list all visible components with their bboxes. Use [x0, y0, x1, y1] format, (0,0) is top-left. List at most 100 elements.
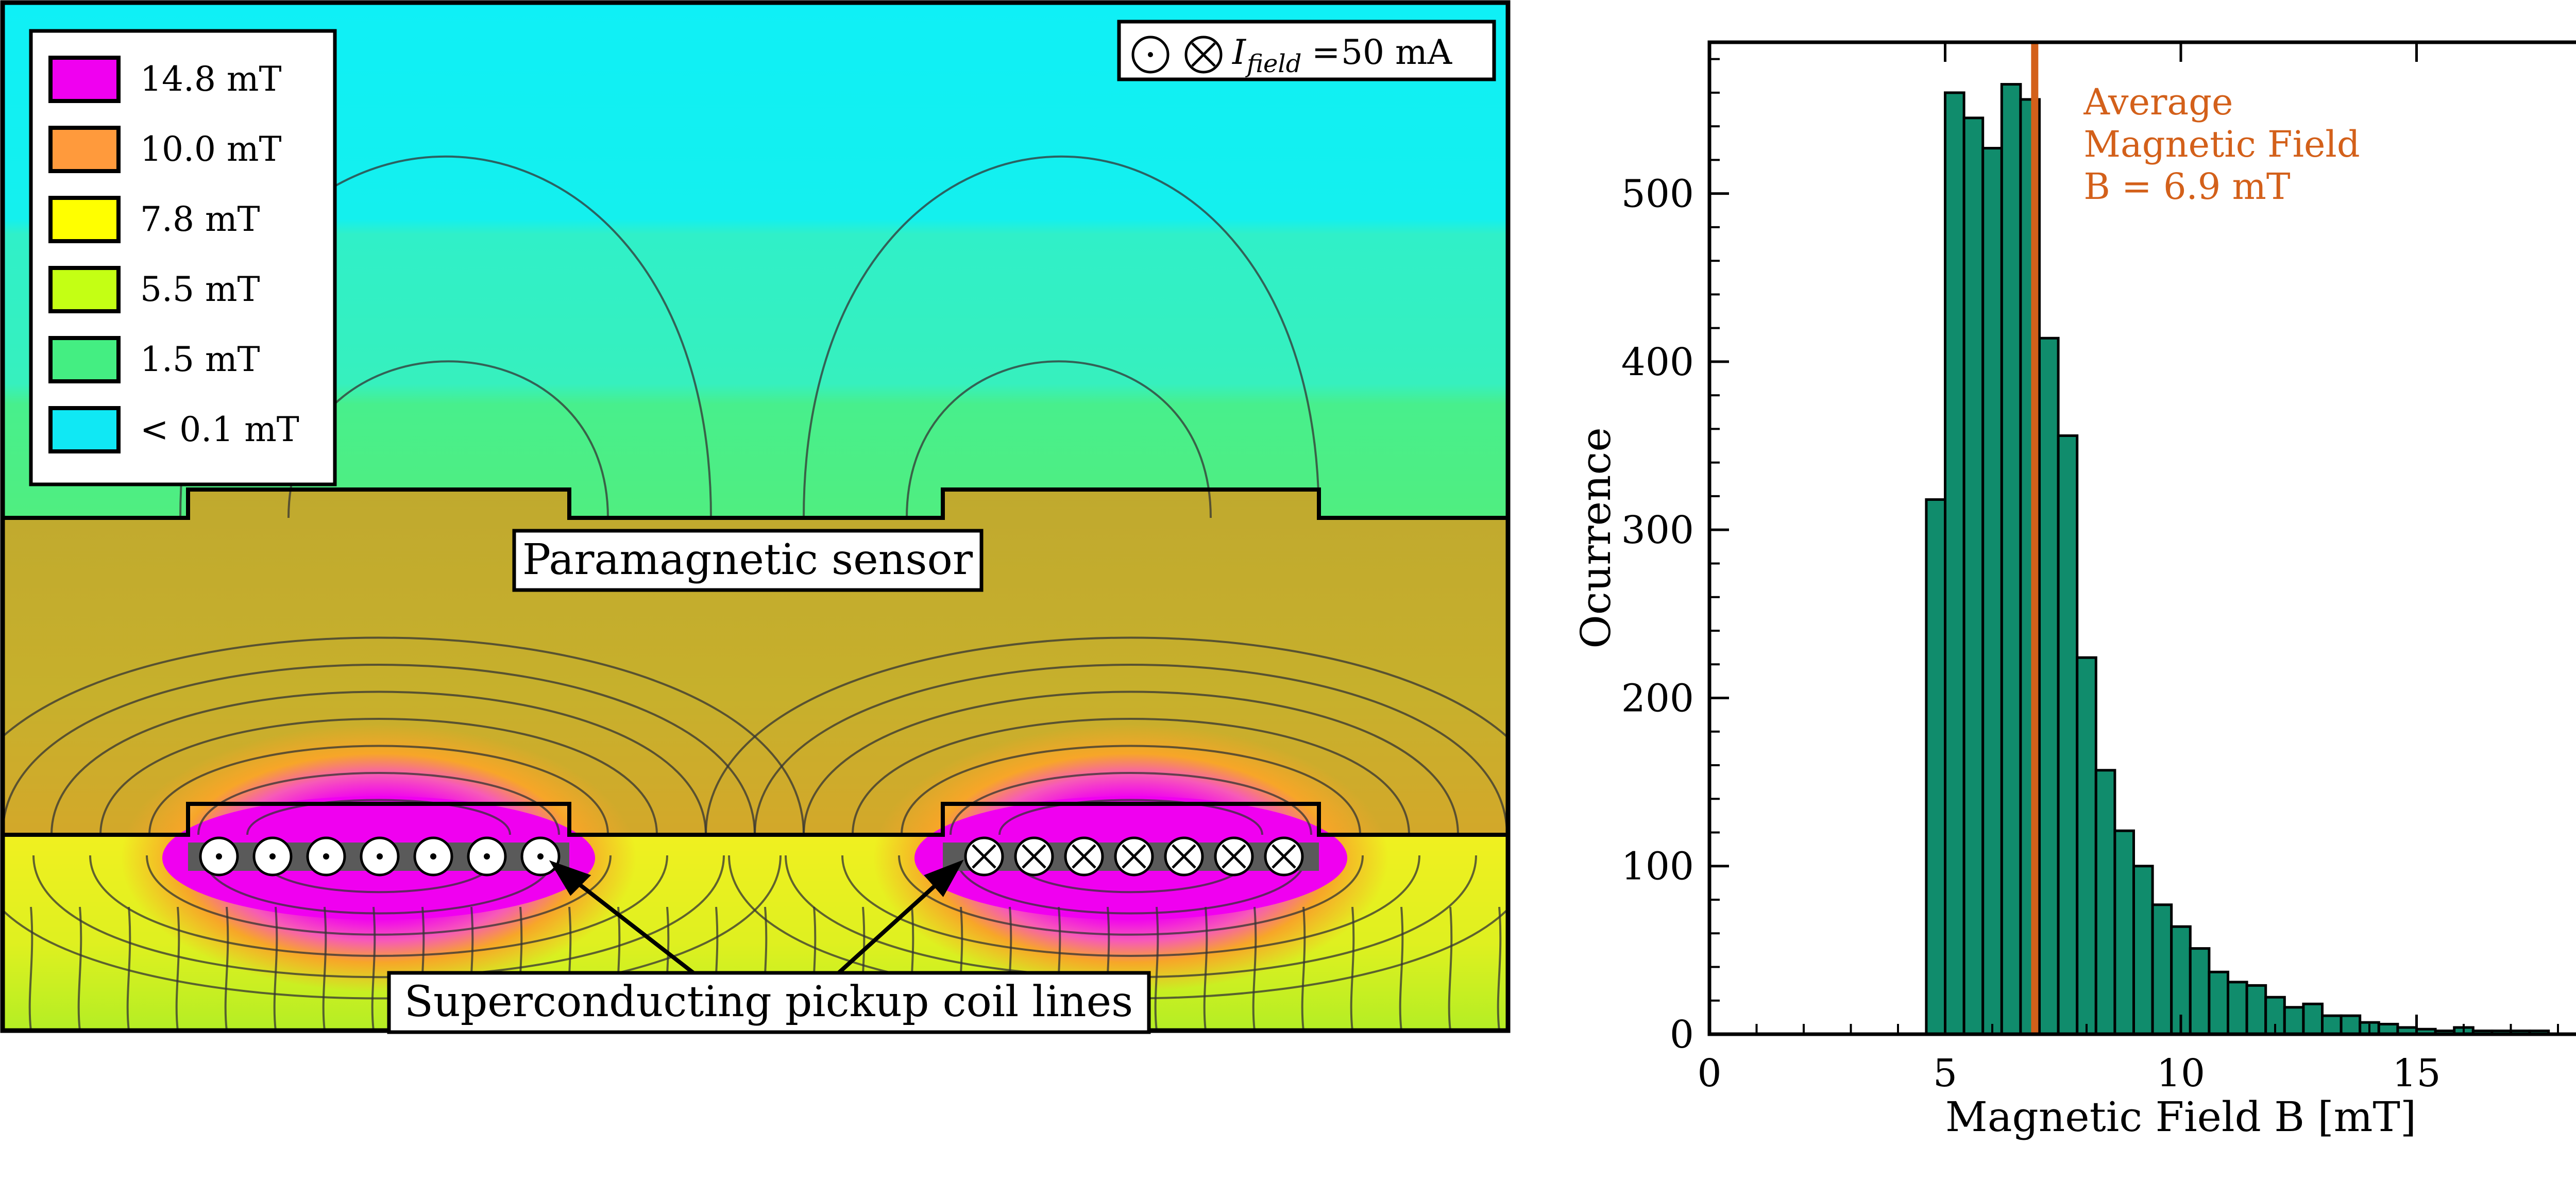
histogram-bar — [2094, 769, 2116, 1036]
histogram-bar — [1962, 116, 1985, 1036]
field-line — [322, 906, 327, 1031]
field-line — [146, 855, 612, 936]
histogram-bar — [2076, 656, 2097, 1036]
y-axis-label: Ocurrence — [1572, 427, 1620, 648]
histogram-bar — [2208, 970, 2229, 1036]
field-line — [126, 906, 131, 1031]
field-line — [89, 855, 668, 957]
y-tick-label: 0 — [1670, 1013, 1694, 1057]
x-axis-label: Magnetic Field B [mT] — [1945, 1093, 2416, 1141]
x-tick-label: 0 — [1697, 1051, 1721, 1096]
histogram-bar — [2000, 83, 2022, 1036]
coil-lines-out-of-page — [199, 836, 561, 877]
y-tick-label: 200 — [1621, 676, 1694, 720]
field-line — [3, 664, 756, 835]
legend-label: 1.5 mT — [140, 340, 260, 379]
histogram-bar — [1981, 147, 2003, 1036]
field-line — [32, 855, 725, 979]
field-line — [852, 718, 1410, 835]
legend-label: < 0.1 mT — [140, 410, 299, 449]
histogram-bar — [2113, 829, 2135, 1036]
field-line — [148, 745, 609, 835]
field-line — [955, 855, 1307, 915]
legend-swatch — [48, 196, 121, 243]
field-line — [1448, 906, 1453, 1031]
legend-swatch — [48, 56, 121, 103]
field-line — [1301, 906, 1306, 1031]
field-line — [998, 799, 1263, 835]
field-line — [224, 906, 229, 1031]
coil-label: Superconducting pickup coil lines — [404, 978, 1133, 1026]
histogram-bar — [1925, 498, 1946, 1036]
field-line — [1252, 906, 1257, 1031]
histogram-bar — [2245, 984, 2267, 1036]
legend-label: 10.0 mT — [140, 129, 282, 169]
field-line — [371, 906, 376, 1031]
field-line — [1154, 906, 1159, 1031]
legend-swatch — [48, 406, 121, 453]
histogram-bar — [2189, 947, 2211, 1036]
y-tick-label: 500 — [1621, 172, 1694, 216]
field-line — [3, 636, 805, 835]
annotation-line: Average — [2083, 81, 2233, 123]
histogram-bar — [2038, 336, 2060, 1036]
field-line — [705, 636, 1508, 835]
current-equals: = — [1312, 32, 1340, 72]
field-line — [99, 718, 658, 835]
x-axis-ticks: 05101520 — [1697, 42, 2559, 1096]
coil-lines-into-page — [964, 836, 1304, 877]
field-line — [841, 855, 1420, 957]
legend-swatch — [48, 336, 121, 383]
field-line — [906, 360, 1212, 518]
annotation-line: B = 6.9 mT — [2083, 165, 2290, 208]
x-tick-label: 15 — [2392, 1051, 2441, 1096]
y-tick-label: 400 — [1621, 340, 1694, 384]
legend-label: 14.8 mT — [140, 59, 282, 99]
x-tick-label: 5 — [1933, 1051, 1957, 1096]
field-line — [803, 155, 1320, 518]
field-line — [1203, 906, 1208, 1031]
field-line — [28, 906, 33, 1031]
y-tick-label: 300 — [1621, 508, 1694, 552]
field-line — [175, 906, 180, 1031]
sensor-outline — [3, 487, 1508, 837]
y-tick-label: 100 — [1621, 845, 1694, 889]
current-symbol: I — [1232, 32, 1247, 72]
legend-label: 7.8 mT — [140, 199, 260, 239]
coil-label-arrows — [549, 860, 964, 979]
field-line — [754, 664, 1508, 835]
current-subscript: field — [1245, 49, 1302, 78]
field-line — [1497, 906, 1502, 1031]
legend-label: 5.5 mT — [140, 270, 260, 309]
histogram-bar — [2132, 865, 2154, 1036]
field-line — [901, 745, 1361, 835]
color-legend: 14.8 mT 10.0 mT 7.8 mT 5.5 mT 1.5 mT < 0.1 mT — [29, 29, 337, 486]
y-axis-ticks: 0 100 200 300 400 500 — [1621, 58, 1729, 1057]
histogram-bar — [2227, 981, 2248, 1036]
field-line — [3, 855, 782, 1000]
sensor-label: Paramagnetic sensor — [522, 535, 973, 584]
sensor-label-box: Paramagnetic sensor — [512, 529, 984, 592]
histogram-bars — [1925, 83, 2550, 1036]
field-line — [50, 690, 707, 835]
field-line — [246, 799, 511, 835]
legend-swatch — [48, 126, 121, 173]
field-simulation: 14.8 mT 10.0 mT 7.8 mT 5.5 mT 1.5 mT < 0.1 mT… — [0, 0, 1511, 1034]
current-box: I field = 50 mA — [1117, 20, 1496, 81]
field-line — [77, 906, 82, 1031]
field-line — [1350, 906, 1355, 1031]
field-line — [1399, 906, 1404, 1031]
histogram-bar — [2151, 903, 2173, 1036]
x-tick-label: 10 — [2157, 1051, 2205, 1096]
histogram-bar — [2057, 434, 2079, 1036]
histogram-bar — [2302, 1002, 2324, 1036]
current-value: 50 mA — [1341, 32, 1453, 72]
histogram-bar — [2283, 1006, 2305, 1036]
histogram-bar — [2340, 1014, 2362, 1036]
field-line — [803, 690, 1459, 835]
field-line — [202, 855, 555, 915]
legend-swatch — [48, 266, 121, 313]
annotation-line: Magnetic Field — [2083, 123, 2360, 165]
coil-label-box: Superconducting pickup coil lines — [387, 971, 1151, 1034]
